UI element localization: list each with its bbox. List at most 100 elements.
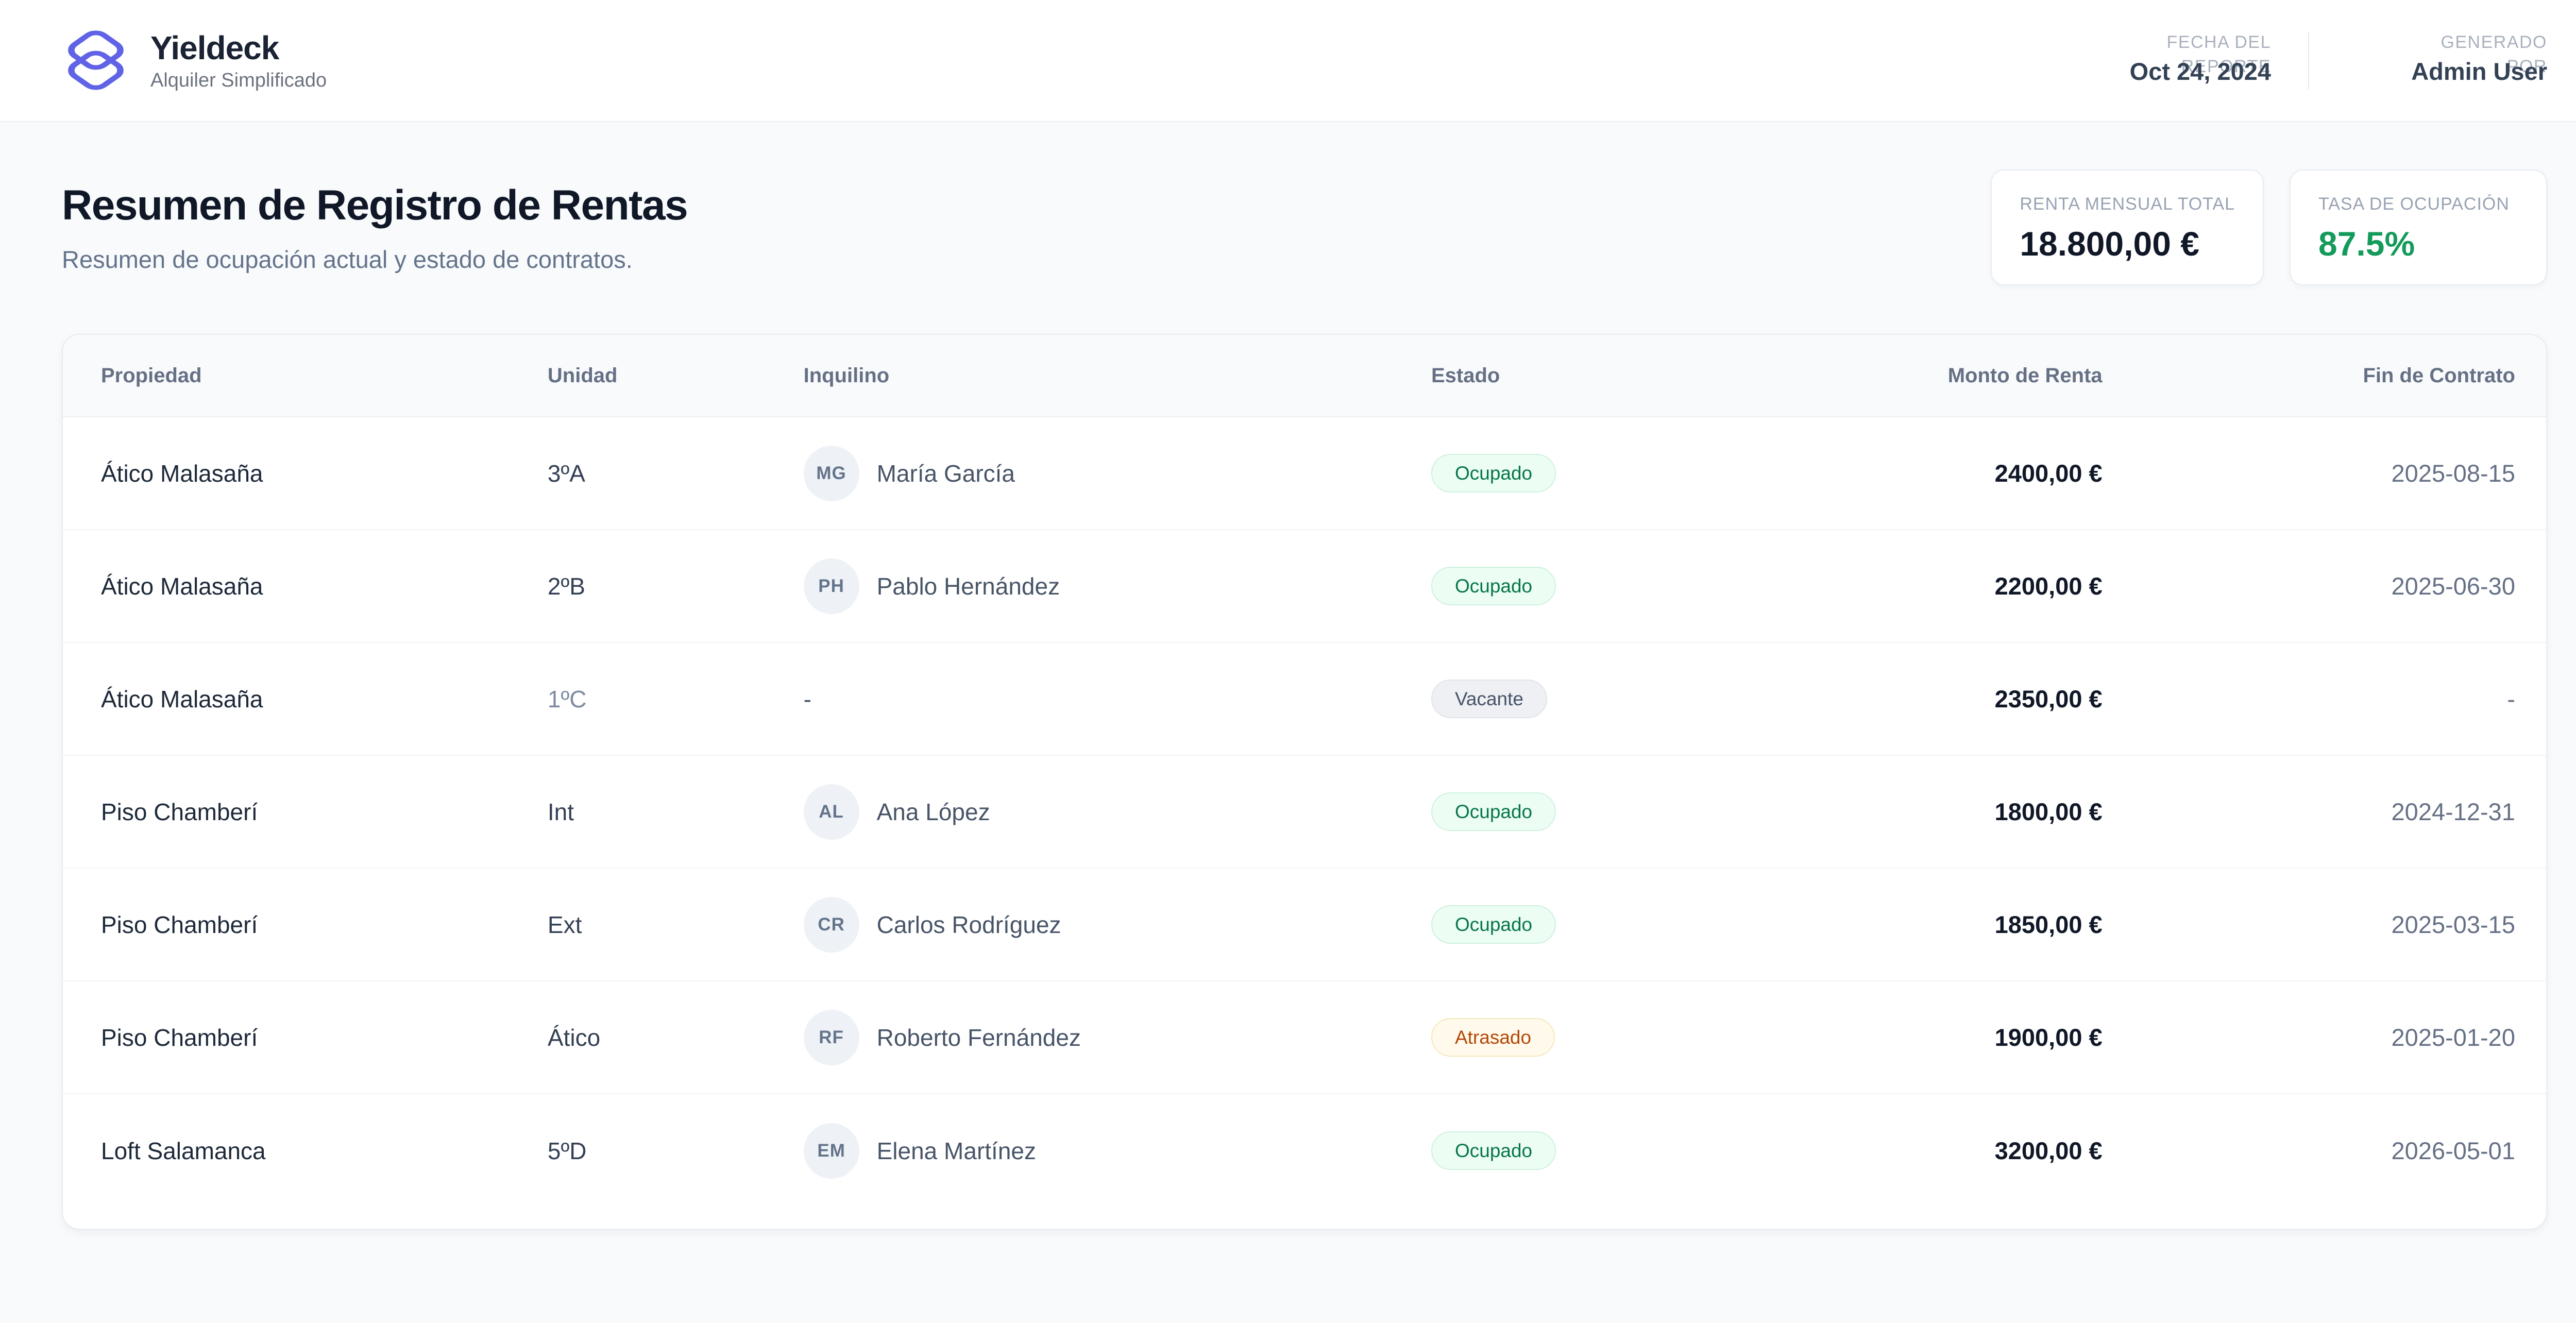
tenant-cell: PH Pablo Hernández — [803, 558, 1431, 614]
unit-cell: Ext — [547, 911, 582, 938]
column-header-unit: Unidad — [547, 364, 618, 387]
generated-by-value: Admin User — [2411, 57, 2547, 85]
tenant-cell: RF Roberto Fernández — [803, 1009, 1431, 1065]
tenant-avatar: PH — [803, 558, 859, 614]
table-row: Piso Chamberí Ático RF Roberto Fernández Atr… — [63, 981, 2546, 1094]
rent-amount-cell: 1850,00 € — [1994, 911, 2103, 938]
contract-end-cell: - — [2507, 685, 2515, 713]
tenant-avatar: AL — [803, 784, 859, 840]
page-subtitle: Resumen de ocupación actual y estado de … — [62, 246, 633, 273]
contract-end-cell: 2024-12-31 — [2391, 798, 2515, 825]
property-cell: Loft Salamanca — [101, 1137, 266, 1164]
tenant-avatar: RF — [803, 1009, 859, 1065]
table-header-row: Propiedad Unidad Inquilino Estado Monto … — [63, 335, 2546, 417]
top-bar: Yieldeck Alquiler Simplificado FECHA DEL… — [0, 0, 2576, 122]
status-cell: Vacante — [1431, 680, 1904, 718]
status-badge: Ocupado — [1431, 1131, 1556, 1170]
status-badge: Vacante — [1431, 680, 1547, 718]
status-cell: Ocupado — [1431, 1131, 1904, 1170]
unit-cell: 2ºB — [547, 572, 585, 600]
rent-amount-cell: 2200,00 € — [1994, 572, 2103, 600]
status-cell: Ocupado — [1431, 905, 1904, 944]
status-cell: Ocupado — [1431, 567, 1904, 605]
rent-amount-cell: 1800,00 € — [1994, 798, 2103, 825]
column-header-contract-end: Fin de Contrato — [2363, 364, 2515, 387]
rent-amount-cell: 2400,00 € — [1994, 460, 2103, 487]
status-cell: Ocupado — [1431, 792, 1904, 831]
property-cell: Piso Chamberí — [101, 798, 258, 825]
tenant-avatar: MG — [803, 445, 859, 501]
tenant-name: Roberto Fernández — [876, 1024, 1081, 1051]
stat-card-total-rent: RENTA MENSUAL TOTAL 18.800,00 € — [1991, 169, 2264, 285]
report-date-value: Oct 24, 2024 — [2129, 57, 2271, 85]
column-header-rent: Monto de Renta — [1947, 364, 2103, 387]
status-badge: Ocupado — [1431, 792, 1556, 831]
unit-cell: 3ºA — [547, 460, 585, 487]
tenant-name: - — [803, 685, 811, 713]
tenant-cell: AL Ana López — [803, 784, 1431, 840]
status-badge: Atrasado — [1431, 1018, 1555, 1057]
contract-end-cell: 2025-03-15 — [2391, 911, 2515, 938]
unit-cell: Int — [547, 798, 574, 825]
stat-value-occupancy: 87.5% — [2318, 225, 2415, 263]
tenant-cell: - — [804, 685, 1431, 713]
column-header-tenant: Inquilino — [803, 364, 890, 387]
stat-cards: RENTA MENSUAL TOTAL 18.800,00 € TASA DE … — [1991, 169, 2547, 285]
stat-label: RENTA MENSUAL TOTAL — [2020, 194, 2235, 214]
status-cell: Ocupado — [1431, 454, 1904, 493]
status-badge: Ocupado — [1431, 454, 1556, 493]
table-body: Ático Malasaña 3ºA MG María García Ocupado 24… — [63, 417, 2546, 1207]
tenant-cell: MG María García — [803, 445, 1431, 501]
tenant-cell: EM Elena Martínez — [803, 1123, 1431, 1179]
generated-by-label: GENERADO POR — [2346, 30, 2547, 79]
tenant-name: Elena Martínez — [876, 1137, 1036, 1164]
rent-amount-cell: 2350,00 € — [1994, 685, 2103, 713]
brand-name: Yieldeck — [150, 29, 279, 66]
tenant-name: María García — [876, 460, 1015, 487]
title-row: Resumen de Registro de Rentas Resumen de… — [62, 169, 2547, 285]
tenant-avatar: CR — [803, 896, 859, 953]
tenant-name: Ana López — [876, 798, 990, 825]
header-divider — [2308, 31, 2309, 90]
status-badge: Ocupado — [1431, 567, 1556, 605]
status-badge: Ocupado — [1431, 905, 1556, 944]
property-cell: Piso Chamberí — [101, 911, 258, 938]
table-row: Ático Malasaña 2ºB PH Pablo Hernández Ocupad… — [63, 530, 2546, 643]
unit-cell: 5ºD — [547, 1137, 587, 1164]
stat-value-total-rent: 18.800,00 € — [2020, 225, 2200, 263]
header-meta: FECHA DEL REPORTE Oct 24, 2024 GENERADO … — [2070, 30, 2547, 91]
contract-end-cell: 2025-01-20 — [2391, 1024, 2515, 1051]
tenant-cell: CR Carlos Rodríguez — [803, 896, 1431, 953]
status-cell: Atrasado — [1431, 1018, 1904, 1057]
unit-cell: 1ºC — [547, 685, 587, 713]
report-date-label-line1: FECHA DEL — [2166, 32, 2271, 52]
property-cell: Ático Malasaña — [101, 572, 263, 600]
rent-amount-cell: 1900,00 € — [1994, 1024, 2103, 1051]
brand: Yieldeck Alquiler Simplificado — [62, 27, 327, 95]
contract-end-cell: 2026-05-01 — [2391, 1137, 2515, 1164]
property-cell: Ático Malasaña — [101, 685, 263, 713]
column-header-status: Estado — [1431, 364, 1500, 387]
stat-label: TASA DE OCUPACIÓN — [2318, 194, 2510, 214]
tenant-name: Pablo Hernández — [876, 572, 1060, 600]
property-cell: Piso Chamberí — [101, 1024, 258, 1051]
main-content: Resumen de Registro de Rentas Resumen de… — [0, 169, 2576, 1230]
report-date-block: FECHA DEL REPORTE Oct 24, 2024 — [2070, 30, 2271, 91]
generated-by-label-line2: POR — [2506, 57, 2547, 77]
brand-tagline: Alquiler Simplificado — [150, 69, 327, 91]
generated-by-block: GENERADO POR Admin User — [2346, 30, 2547, 91]
title-block: Resumen de Registro de Rentas Resumen de… — [62, 181, 688, 274]
unit-cell: Ático — [547, 1024, 601, 1051]
table-row: Loft Salamanca 5ºD EM Elena Martínez Ocupado… — [63, 1094, 2546, 1207]
rent-table-card: Propiedad Unidad Inquilino Estado Monto … — [62, 334, 2547, 1230]
table-row: Piso Chamberí Int AL Ana López Ocupado 1800,0… — [63, 756, 2546, 869]
page-title: Resumen de Registro de Rentas — [62, 182, 688, 229]
tenant-avatar: EM — [803, 1123, 859, 1179]
report-date-label-line2: REPORTE — [2181, 57, 2271, 77]
brand-text: Yieldeck Alquiler Simplificado — [150, 31, 327, 90]
generated-by-label-line1: GENERADO — [2441, 32, 2547, 52]
report-date-label: FECHA DEL REPORTE — [2070, 30, 2271, 79]
table-row: Piso Chamberí Ext CR Carlos Rodríguez Ocupad… — [63, 869, 2546, 981]
contract-end-cell: 2025-06-30 — [2391, 572, 2515, 600]
column-header-property: Propiedad — [101, 364, 202, 387]
